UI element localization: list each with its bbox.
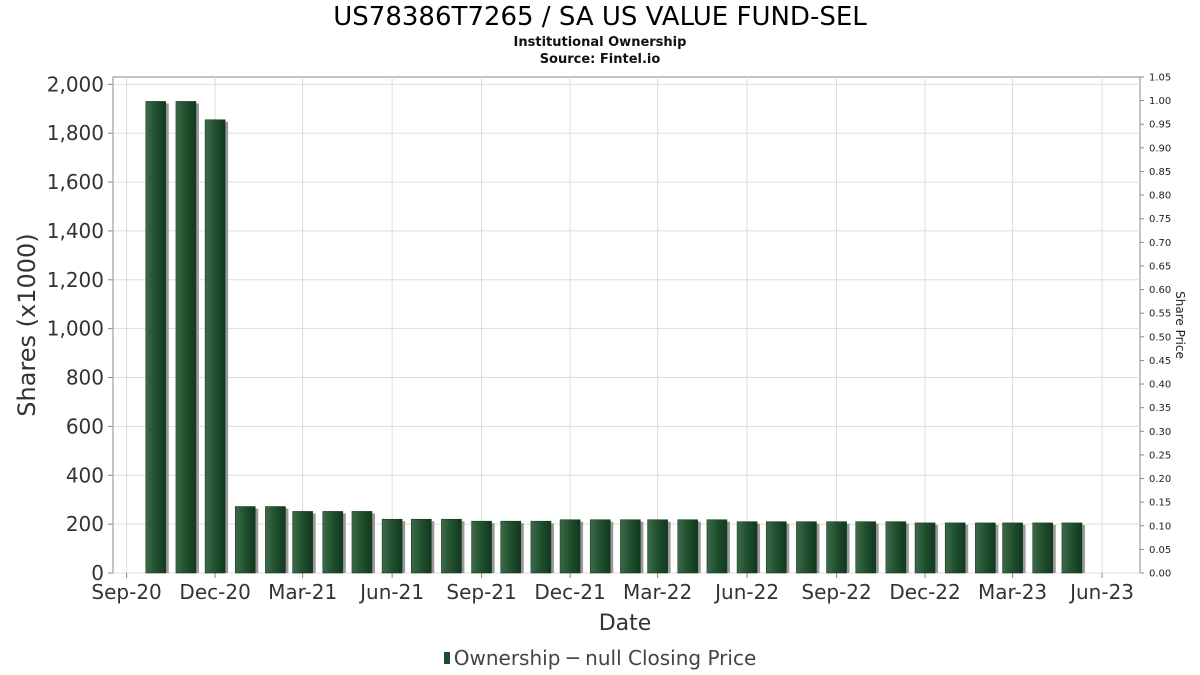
y2-axis-title: Share Price bbox=[1173, 291, 1187, 359]
x-tick-label: Dec-22 bbox=[889, 580, 960, 604]
y2-tick-label: 0.10 bbox=[1149, 521, 1171, 532]
y2-tick-label: 0.20 bbox=[1149, 474, 1171, 485]
price-legend-line: ─ bbox=[566, 646, 579, 670]
y-tick-label: 2,000 bbox=[47, 72, 104, 96]
y-tick-label: 1,200 bbox=[47, 268, 104, 292]
ownership-bar bbox=[292, 511, 313, 574]
y2-tick-label: 0.15 bbox=[1149, 498, 1171, 509]
x-tick-label: Mar-21 bbox=[268, 580, 337, 604]
ownership-bar bbox=[796, 521, 817, 574]
y2-tick-label: 1.00 bbox=[1149, 96, 1171, 107]
ownership-legend-swatch bbox=[443, 652, 450, 664]
ownership-bar bbox=[322, 511, 344, 574]
plot-area bbox=[112, 76, 1141, 574]
ownership-bar bbox=[677, 519, 699, 574]
y-tick-label: 200 bbox=[66, 512, 104, 536]
ownership-bar bbox=[265, 506, 286, 574]
y-tick-label: 600 bbox=[66, 414, 104, 438]
y2-tick-label: 0.45 bbox=[1149, 356, 1171, 367]
ownership-bar bbox=[1061, 522, 1083, 574]
ownership-bar bbox=[175, 101, 197, 574]
x-tick-label: Dec-20 bbox=[179, 580, 250, 604]
ownership-bar bbox=[204, 119, 226, 574]
y2-tick-label: 0.55 bbox=[1149, 309, 1171, 320]
x-tick-label: Sep-22 bbox=[801, 580, 871, 604]
y-axis-title: Shares (x1000) bbox=[13, 233, 41, 416]
ownership-bar bbox=[975, 522, 996, 574]
y-tick-label: 800 bbox=[66, 366, 104, 390]
y-tick-label: 400 bbox=[66, 463, 104, 487]
chart-legend: Ownership ─ null Closing Price bbox=[0, 646, 1200, 670]
ownership-bar bbox=[647, 519, 668, 574]
y2-tick-label: 0.95 bbox=[1149, 120, 1171, 131]
y2-tick-label: 0.25 bbox=[1149, 450, 1171, 461]
y2-tick-label: 0.85 bbox=[1149, 167, 1171, 178]
x-tick-label: Sep-20 bbox=[91, 580, 161, 604]
y2-tick-label: 0.80 bbox=[1149, 191, 1171, 202]
ownership-chart: 0 200 400 600 800 1,000 1,200 1,400 1,600 1,800 2,… bbox=[13, 72, 1187, 636]
y2-tick-label: 0.50 bbox=[1149, 332, 1171, 343]
x-tick-label: Dec-21 bbox=[534, 580, 605, 604]
ownership-bar bbox=[471, 520, 492, 574]
ownership-bar bbox=[530, 520, 552, 574]
ownership-bar bbox=[500, 520, 522, 574]
ownership-bar bbox=[1032, 522, 1054, 574]
ownership-bar bbox=[351, 511, 373, 574]
ownership-bar bbox=[589, 519, 611, 574]
ownership-bar bbox=[885, 521, 907, 574]
x-tick-label: Sep-21 bbox=[446, 580, 516, 604]
y2-tick-label: 0.70 bbox=[1149, 238, 1171, 249]
chart-title: US78386T7265 / SA US VALUE FUND-SEL bbox=[333, 2, 867, 32]
x-tick-label: Jun-21 bbox=[358, 580, 424, 604]
ownership-bar bbox=[944, 522, 966, 574]
x-tick-label: Jun-22 bbox=[713, 580, 779, 604]
chart-source: Source: Fintel.io bbox=[539, 52, 661, 67]
ownership-bar bbox=[826, 521, 847, 574]
y2-tick-label: 0.00 bbox=[1149, 569, 1171, 580]
y-tick-label: 1,400 bbox=[47, 219, 104, 243]
chart-subtitle: Institutional Ownership bbox=[513, 35, 687, 50]
ownership-bar bbox=[1002, 522, 1023, 574]
x-tick-label: Jun-23 bbox=[1068, 580, 1134, 604]
y2-tick-label: 0.60 bbox=[1149, 285, 1171, 296]
y-tick-label: 1,800 bbox=[47, 121, 104, 145]
ownership-bar bbox=[410, 518, 432, 574]
ownership-bar bbox=[706, 519, 728, 574]
y2-tick-label: 0.05 bbox=[1149, 545, 1171, 556]
y-tick-label: 1,600 bbox=[47, 170, 104, 194]
ownership-bar bbox=[381, 518, 403, 574]
y2-tick-label: 0.75 bbox=[1149, 214, 1171, 225]
y-tick-label: 1,000 bbox=[47, 317, 104, 341]
price-legend-label: null Closing Price bbox=[585, 646, 757, 670]
y-tick-label: 0 bbox=[91, 561, 104, 585]
ownership-bar bbox=[559, 519, 581, 574]
y2-tick-label: 0.40 bbox=[1149, 380, 1171, 391]
ownership-bar bbox=[914, 522, 936, 574]
ownership-bar bbox=[145, 101, 167, 574]
x-axis-title: Date bbox=[599, 611, 652, 636]
y2-tick-label: 1.05 bbox=[1149, 73, 1171, 84]
y2-tick-label: 0.90 bbox=[1149, 143, 1171, 154]
ownership-legend-label: Ownership bbox=[453, 646, 561, 670]
y2-tick-label: 0.35 bbox=[1149, 403, 1171, 414]
x-tick-label: Mar-23 bbox=[978, 580, 1047, 604]
ownership-bar bbox=[855, 521, 877, 574]
ownership-bar bbox=[620, 519, 641, 574]
ownership-bar bbox=[234, 506, 256, 574]
ownership-bar bbox=[765, 521, 787, 574]
x-tick-label: Mar-22 bbox=[623, 580, 692, 604]
y2-tick-label: 0.30 bbox=[1149, 427, 1171, 438]
y2-tick-label: 0.65 bbox=[1149, 261, 1171, 272]
ownership-bar bbox=[441, 518, 462, 574]
ownership-bar bbox=[736, 521, 758, 574]
